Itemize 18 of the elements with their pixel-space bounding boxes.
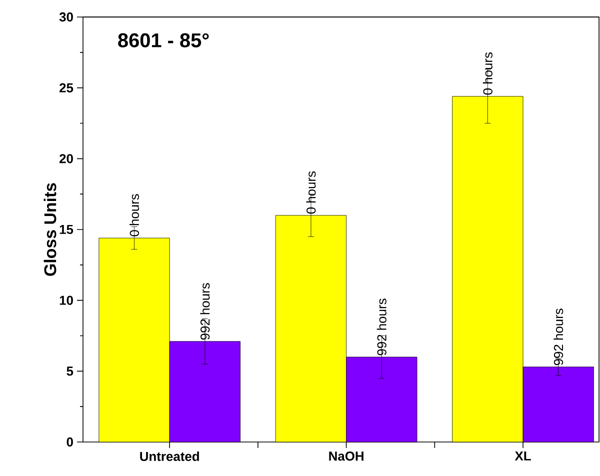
x-tick-label: Untreated [140,452,199,462]
y-tick-label: 20 [60,154,73,164]
text: 0 hours [482,52,492,95]
text: 0 hours [306,171,316,214]
y-tick-label: 10 [60,296,73,305]
y-tick-label: 25 [60,83,74,92]
y-tick-label: 0 [66,437,73,447]
text: 992 hours [200,283,210,340]
y-tick-label: 5 [66,366,74,376]
text: 8601 - 85° [118,33,209,48]
y-axis-title: Gloss Units [44,183,56,276]
text: 0 hours [129,194,139,236]
text: 992 hours [554,308,564,366]
y-tick-label: 15 [60,224,74,234]
y-tick-label: 30 [59,12,73,22]
x-tick-label: NaOH [329,452,364,461]
x-tick-label: XL [514,452,531,460]
text: 992 hours [376,298,386,356]
